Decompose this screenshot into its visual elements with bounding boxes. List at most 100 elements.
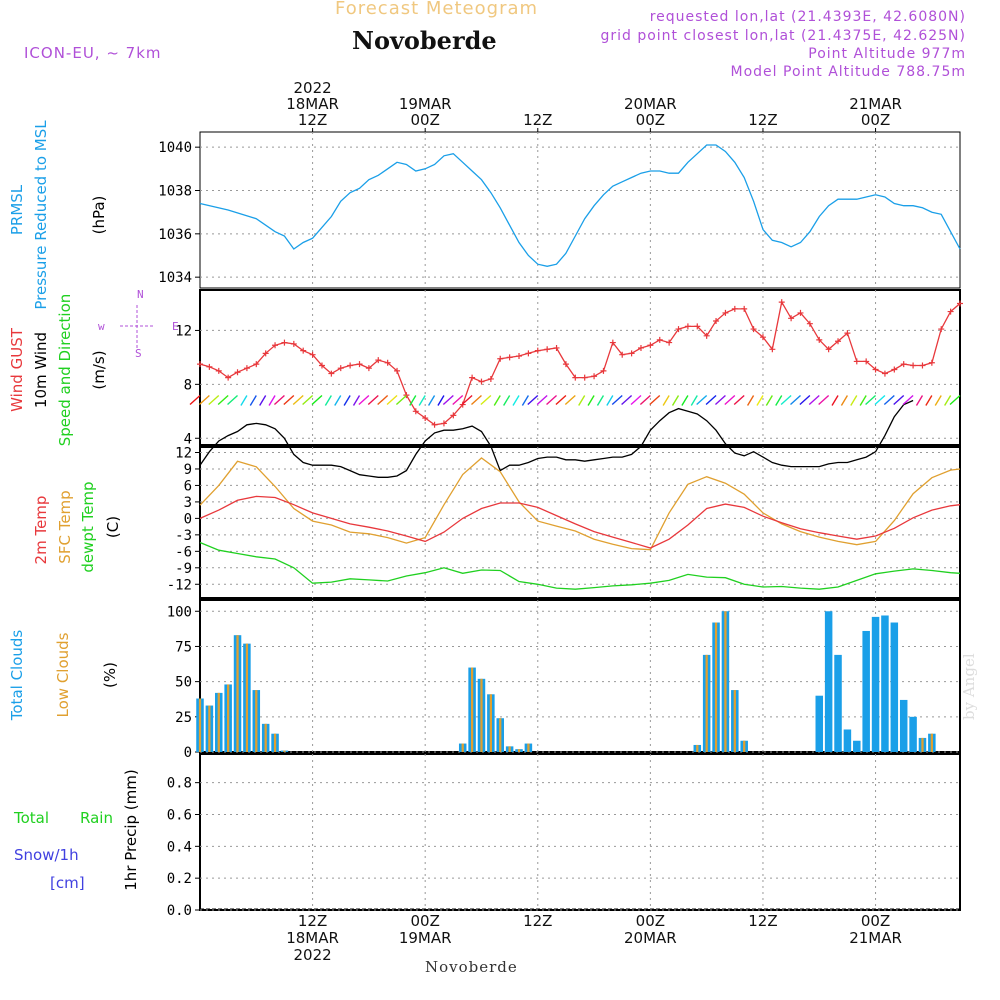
wind-direction-arrow [352, 395, 361, 406]
wind-direction-arrow [442, 395, 454, 406]
wind-direction-arrow [705, 395, 717, 406]
gust-marker [562, 361, 569, 368]
gust-marker [506, 354, 513, 361]
wind-direction-arrow [358, 395, 370, 406]
wind-direction-arrow [850, 395, 858, 406]
y-tick-label: 1034 [158, 270, 192, 286]
wind-gust-label: Wind GUST [8, 327, 26, 412]
panel-frame-3 [199, 446, 961, 599]
low-clouds-bar [217, 692, 220, 752]
gust-marker [356, 361, 363, 368]
gust-marker [844, 330, 851, 337]
y-tick-label: 1040 [158, 140, 192, 156]
gust-marker [591, 373, 598, 380]
gust-marker [778, 299, 785, 306]
wind-direction-arrow [893, 395, 905, 406]
requested-coords: requested lon,lat (21.4393E, 42.6080N) [649, 9, 966, 25]
low-clouds-bar [921, 737, 924, 752]
wind-direction-arrow [268, 395, 276, 406]
gust-marker [835, 338, 842, 345]
bottom-time-label: 21MAR [849, 929, 902, 947]
y-tick-label: 0 [184, 511, 192, 527]
wind-direction-arrow [775, 395, 783, 406]
gust-marker [487, 375, 494, 382]
wind-direction-arrow [621, 395, 633, 406]
wind-direction-arrow [283, 395, 295, 406]
gust-marker [234, 369, 241, 376]
wind-direction-arrow [343, 395, 351, 406]
gust-marker [412, 408, 419, 415]
total-clouds-bar [899, 699, 908, 752]
gust-marker [881, 370, 888, 377]
gust-marker [497, 355, 504, 362]
wind-direction-arrow [427, 395, 436, 406]
point-altitude: Point Altitude 977m [808, 46, 966, 62]
footer-location: Novoberde [425, 958, 518, 976]
gust-marker [450, 412, 457, 419]
low-clouds-bar [733, 690, 736, 752]
gust-marker [628, 350, 635, 357]
gust-marker [215, 367, 222, 374]
gust-marker [534, 347, 541, 354]
gust-marker [741, 305, 748, 312]
top-time-label: 00Z [636, 111, 665, 129]
gust-marker [253, 361, 260, 368]
wind-direction-arrow [596, 395, 605, 406]
y-tick-label: 12 [175, 445, 192, 461]
gust-marker [375, 357, 382, 364]
y-tick-label: 0 [184, 745, 192, 761]
gust-marker [637, 344, 644, 351]
gust-marker [600, 367, 607, 374]
panel-frame-4 [199, 599, 961, 753]
dewpt-label: dewpt Temp [79, 481, 97, 572]
gust-marker [272, 342, 279, 349]
wind-direction-arrow [521, 395, 529, 406]
wind-direction-arrow [949, 395, 961, 406]
wind-direction-arrow [461, 395, 473, 406]
gust-marker [947, 308, 954, 315]
top-time-label: 00Z [861, 111, 890, 129]
top-time-label: 00Z [410, 111, 439, 129]
wind-direction-arrow [418, 395, 426, 406]
top-time-label: 12Z [298, 111, 327, 129]
y-tick-label: 25 [175, 710, 192, 726]
gust-marker [516, 353, 523, 360]
credit-watermark: by Angel [960, 653, 978, 720]
wind-direction-arrow [765, 395, 773, 406]
gust-marker [197, 361, 203, 368]
y-tick-label: 0.2 [167, 871, 192, 887]
gust-marker [469, 374, 476, 381]
y-tick-label: 4 [184, 431, 192, 447]
wind-direction-arrow [217, 395, 229, 406]
wind-direction-arrow [934, 395, 942, 406]
gust-marker [403, 392, 410, 399]
gust-marker [872, 366, 879, 373]
pressure-label-1: PRMSL [8, 184, 26, 235]
gust-marker [262, 350, 269, 357]
wind-10m-label: 10m Wind [32, 332, 50, 408]
gust-marker [281, 339, 288, 346]
wind-direction-arrow [944, 395, 952, 406]
gust-marker [675, 326, 682, 333]
total-rain-label: Total [13, 809, 49, 827]
low-clouds-bar [283, 750, 286, 752]
wind-direction-arrow [437, 395, 445, 406]
y-tick-label: 0.0 [167, 903, 192, 919]
gust-marker [853, 358, 860, 365]
gust-marker [797, 309, 804, 316]
wind-direction-arrow [208, 395, 220, 406]
gust-marker [318, 362, 325, 369]
bottom-time-label: 12Z [523, 912, 552, 930]
gust-marker [759, 334, 766, 341]
gust-marker [891, 366, 898, 373]
wind-direction-arrow [452, 395, 464, 406]
gust-marker [806, 320, 813, 327]
wind-direction-arrow [808, 395, 820, 406]
wind-direction-arrow [334, 395, 342, 406]
y-tick-label: 50 [175, 675, 192, 691]
y-tick-label: 0.4 [167, 839, 192, 855]
y-tick-label: 100 [167, 604, 192, 620]
wind-direction-arrow [324, 395, 332, 406]
wind-direction-arrow [611, 395, 623, 406]
top-time-label: 12Z [748, 111, 777, 129]
